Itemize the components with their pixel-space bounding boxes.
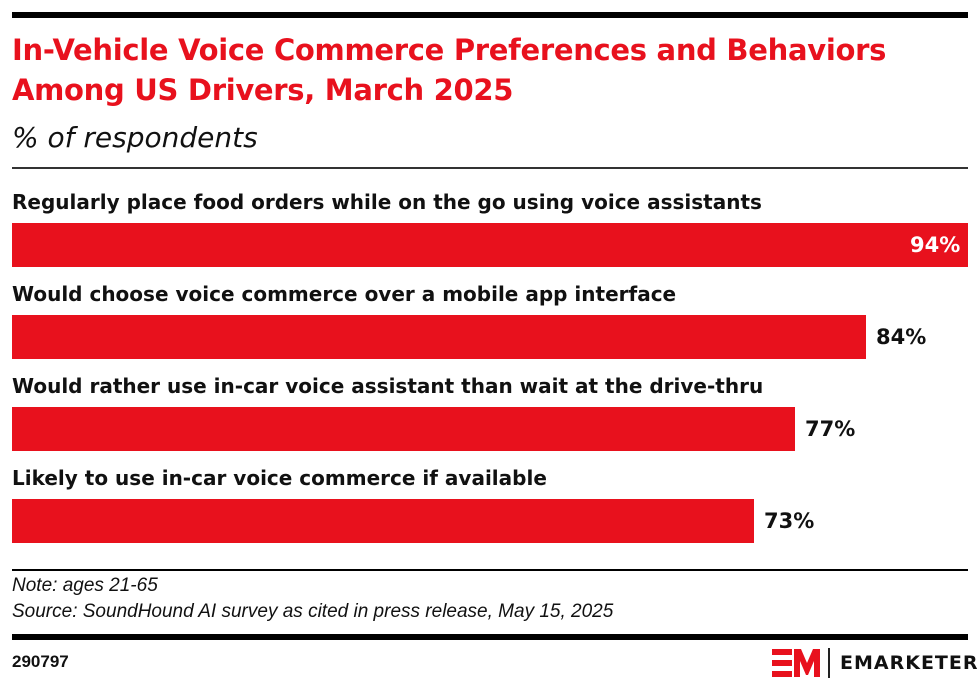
bar xyxy=(12,407,795,451)
logo-separator xyxy=(828,648,830,678)
chart-subtitle: % of respondents xyxy=(12,121,258,154)
em-logo-icon xyxy=(772,649,820,677)
emarketer-logo: EMARKETER xyxy=(772,646,979,680)
bottom-rule xyxy=(12,634,968,640)
bar-chart: Regularly place food orders while on the… xyxy=(0,180,980,560)
category-label: Regularly place food orders while on the… xyxy=(12,190,762,214)
header-divider xyxy=(12,167,968,169)
chart-note: Note: ages 21-65 xyxy=(12,575,158,596)
brand-name: EMARKETER xyxy=(840,652,979,674)
data-label: 94% xyxy=(910,233,961,257)
chart-source: Source: SoundHound AI survey as cited in… xyxy=(12,601,614,622)
bar xyxy=(12,315,866,359)
category-label: Would choose voice commerce over a mobil… xyxy=(12,282,677,306)
bar xyxy=(12,499,754,543)
top-rule xyxy=(12,12,968,18)
chart-title: In-Vehicle Voice Commerce Preferences an… xyxy=(12,33,887,107)
category-label: Would rather use in-car voice assistant … xyxy=(12,374,764,398)
data-label: 73% xyxy=(764,509,815,533)
data-label: 77% xyxy=(805,417,856,441)
footer-divider xyxy=(12,569,968,571)
chart-id: 290797 xyxy=(12,652,69,671)
bar xyxy=(12,223,968,267)
category-label: Likely to use in-car voice commerce if a… xyxy=(12,466,547,490)
data-label: 84% xyxy=(876,325,927,349)
